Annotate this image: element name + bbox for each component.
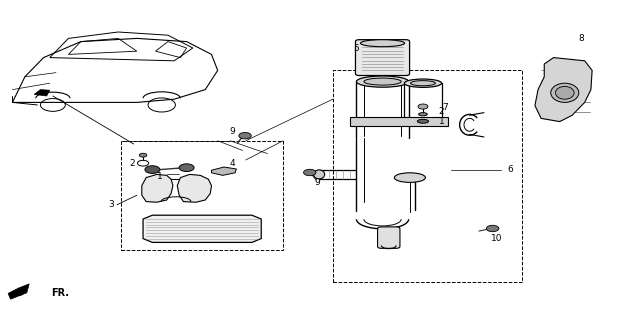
Text: FR.: FR. xyxy=(51,288,69,298)
Ellipse shape xyxy=(404,79,442,87)
Circle shape xyxy=(239,132,251,139)
Polygon shape xyxy=(143,215,261,243)
Text: 8: 8 xyxy=(578,34,585,43)
Ellipse shape xyxy=(417,119,429,123)
Polygon shape xyxy=(8,284,29,299)
Text: 3: 3 xyxy=(108,200,114,209)
Text: 2: 2 xyxy=(439,107,444,116)
Ellipse shape xyxy=(360,40,404,47)
Text: 7: 7 xyxy=(442,103,448,112)
Text: 2: 2 xyxy=(129,159,136,168)
Text: 1: 1 xyxy=(439,117,444,126)
Bar xyxy=(121,141,283,250)
Ellipse shape xyxy=(555,86,574,99)
Polygon shape xyxy=(34,90,50,96)
Text: 5: 5 xyxy=(353,44,360,53)
Circle shape xyxy=(145,166,160,173)
Text: 4: 4 xyxy=(229,159,235,168)
Text: 10: 10 xyxy=(491,234,502,243)
Ellipse shape xyxy=(411,81,435,86)
Ellipse shape xyxy=(313,170,325,179)
Polygon shape xyxy=(177,174,211,202)
Text: 6: 6 xyxy=(507,165,513,174)
FancyBboxPatch shape xyxy=(355,40,409,76)
Circle shape xyxy=(139,153,147,157)
Polygon shape xyxy=(350,117,448,126)
Text: 9: 9 xyxy=(314,178,320,187)
Circle shape xyxy=(486,225,499,232)
Ellipse shape xyxy=(356,76,409,87)
Polygon shape xyxy=(535,58,592,122)
Text: 9: 9 xyxy=(230,127,236,136)
Text: 1: 1 xyxy=(157,172,163,180)
Ellipse shape xyxy=(394,173,425,182)
Polygon shape xyxy=(211,167,236,175)
FancyBboxPatch shape xyxy=(378,227,400,248)
Ellipse shape xyxy=(551,83,578,102)
Circle shape xyxy=(304,169,316,176)
Circle shape xyxy=(418,104,428,109)
Circle shape xyxy=(179,164,194,172)
Ellipse shape xyxy=(364,78,401,85)
Ellipse shape xyxy=(419,113,427,116)
Polygon shape xyxy=(142,174,173,202)
Bar xyxy=(333,70,522,282)
